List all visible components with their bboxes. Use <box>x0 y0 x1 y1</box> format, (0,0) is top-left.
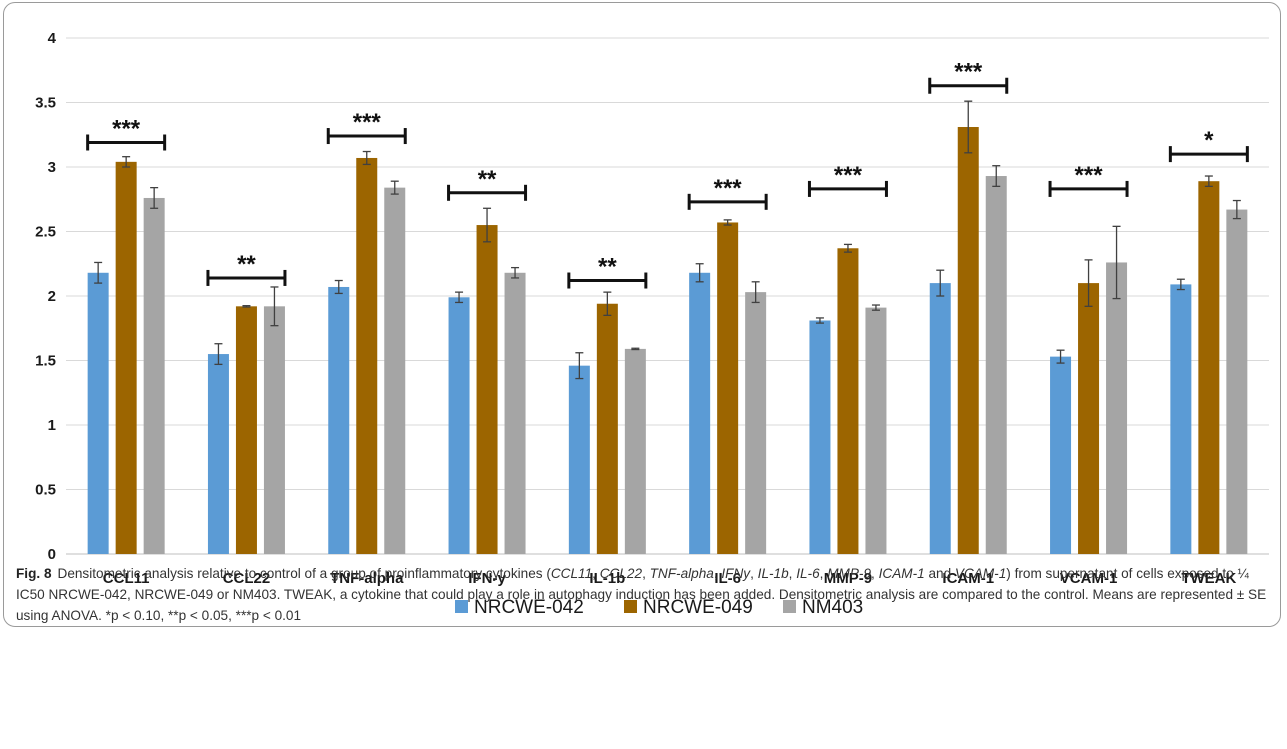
bar <box>504 272 526 554</box>
bar <box>476 225 498 555</box>
significance-label: * <box>1204 127 1214 154</box>
caption-sep: , <box>819 566 828 581</box>
legend-label: NRCWE-049 <box>643 597 753 618</box>
caption-text: ) from supernatant of cells exposed to ¼… <box>16 566 1267 623</box>
bar <box>837 248 859 554</box>
legend: NRCWE-042 NRCWE-049 NM403 <box>455 597 863 618</box>
bar <box>1226 209 1248 554</box>
bar <box>87 272 109 554</box>
bar <box>384 187 406 554</box>
y-tick-label: 1.5 <box>35 353 56 370</box>
caption-sep: , <box>713 566 722 581</box>
significance-label: ** <box>237 251 256 278</box>
significance-label: *** <box>954 59 983 86</box>
x-tick-label: MMP-9 <box>824 570 872 587</box>
x-tick-label: IFN-y <box>468 570 506 587</box>
bar <box>957 127 979 554</box>
caption-term: VCAM-1 <box>954 566 1007 581</box>
caption-sep: and <box>924 566 955 581</box>
y-axis-ticks: 0 0.5 1 1.5 2 2.5 3 3.5 4 <box>35 30 57 563</box>
caption-term: CCL22 <box>599 566 643 581</box>
bar <box>143 197 165 554</box>
bar <box>717 222 739 554</box>
x-axis-ticks: CCL11 CCL22 TNF-alpha IFN-y IL-1b IL-6 MMP-9 IC… <box>103 570 1237 587</box>
caption-term: MMP-9 <box>827 566 872 581</box>
bar <box>448 297 470 554</box>
y-tick-label: 2 <box>48 288 56 305</box>
x-tick-label: VCAM-1 <box>1060 570 1118 587</box>
significance-label: *** <box>714 175 743 202</box>
x-tick-label: ICAM-1 <box>942 570 994 587</box>
significance-label: *** <box>834 162 863 189</box>
figure-caption: Fig. 8 Densitometric analysis relative to… <box>16 563 1278 626</box>
legend-label: NRCWE-042 <box>474 597 584 618</box>
bar <box>235 306 257 554</box>
caption-term: IFNy <box>721 566 751 581</box>
bar <box>985 176 1007 554</box>
caption-sep: , <box>592 566 600 581</box>
caption-term: IL-1b <box>757 566 789 581</box>
legend-swatch <box>783 600 796 613</box>
bar <box>1198 181 1220 554</box>
significance-label: *** <box>1075 162 1104 189</box>
bar <box>207 354 229 554</box>
y-tick-label: 1 <box>48 417 56 434</box>
bar <box>1078 283 1100 554</box>
bar <box>1050 356 1072 554</box>
bar <box>328 286 350 554</box>
bar <box>929 283 951 554</box>
bar <box>263 306 285 554</box>
bar <box>865 307 887 554</box>
significance-label: *** <box>112 115 141 142</box>
x-tick-label: CCL22 <box>223 570 271 587</box>
y-tick-label: 3 <box>48 159 56 176</box>
legend-label: NM403 <box>802 597 863 618</box>
y-tick-label: 0 <box>48 546 56 563</box>
x-tick-label: IL-6 <box>714 570 741 587</box>
y-tick-label: 0.5 <box>35 482 56 499</box>
x-tick-label: TNF-alpha <box>330 570 404 587</box>
bar <box>568 365 590 554</box>
significance-label: *** <box>353 109 382 136</box>
caption-term: IL-6 <box>796 566 820 581</box>
figure-label: Fig. 8 <box>16 566 52 581</box>
bar-chart: 00.511.522.533.54 *************** *******… <box>35 30 1269 618</box>
significance-markers: *************** ********** <box>86 59 1249 289</box>
bar <box>356 157 378 554</box>
bar <box>115 161 137 554</box>
caption-term: CCL11 <box>550 566 593 581</box>
caption-sep: , <box>642 566 650 581</box>
significance-label: ** <box>478 166 497 193</box>
caption-term: ICAM-1 <box>878 566 925 581</box>
caption-sep: , <box>788 566 797 581</box>
bar <box>624 348 646 554</box>
x-tick-label: TWEAK <box>1181 570 1236 587</box>
bars <box>87 127 1248 555</box>
bar <box>1106 262 1128 554</box>
error-bars <box>94 100 1241 380</box>
caption-term: TNF-alpha <box>649 566 714 581</box>
y-tick-label: 2.5 <box>35 224 56 241</box>
figure-frame: 0 0.5 1 1.5 2 2.5 3 3.5 4 *** ** *** ** ** *** *** *** *… <box>3 2 1281 627</box>
x-tick-label: CCL11 <box>103 570 150 587</box>
bar <box>689 272 711 554</box>
caption-sep: , <box>750 566 758 581</box>
bar <box>596 303 618 554</box>
x-tick-label: IL-1b <box>589 570 625 587</box>
bar <box>809 320 831 554</box>
bar <box>1170 284 1192 554</box>
caption-sep: , <box>871 566 879 581</box>
y-tick-label: 4 <box>48 30 57 47</box>
legend-swatch <box>624 600 637 613</box>
legend-swatch <box>455 600 468 613</box>
y-tick-label: 3.5 <box>35 95 56 112</box>
bar <box>745 292 767 554</box>
significance-label: ** <box>598 254 617 281</box>
caption-text: Densitometric analysis relative to contr… <box>57 566 551 581</box>
